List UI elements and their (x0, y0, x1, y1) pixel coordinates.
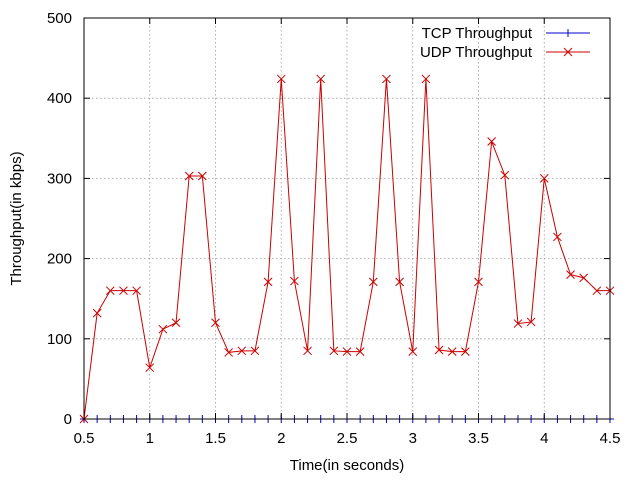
data-point-udp (382, 74, 391, 84)
x-tick-labels: 0.5 1 1.5 2 2.5 3 3.5 4 4.5 (74, 430, 621, 447)
data-point-udp (316, 74, 326, 84)
legend: TCP Throughput UDP Throughput (420, 25, 590, 61)
x-tick-label: 4.5 (600, 430, 621, 447)
y-tick-label: 500 (47, 10, 72, 27)
tick-marks (83, 17, 611, 420)
data-point-udp (290, 276, 299, 286)
data-point-udp (197, 171, 207, 181)
data-point-udp (237, 346, 247, 356)
data-point-udp (184, 171, 194, 181)
data-point-udp (460, 347, 470, 356)
x-tick-label: 1.5 (205, 430, 226, 447)
data-point-udp (395, 277, 404, 287)
x-tick-label: 3.5 (468, 430, 489, 447)
data-point-udp (158, 324, 168, 334)
y-tick-label: 200 (47, 251, 72, 268)
data-point-udp (526, 317, 536, 327)
data-point-udp (303, 346, 312, 356)
legend-marker-udp (563, 47, 573, 57)
data-point-udp (263, 277, 273, 287)
data-point-udp (119, 286, 128, 296)
data-point-udp (145, 363, 155, 373)
y-tick-label: 400 (47, 90, 72, 107)
data-point-udp (579, 273, 589, 283)
y-tick-label: 300 (47, 170, 72, 187)
data-point-udp (421, 74, 431, 84)
x-tick-label: 1 (146, 430, 154, 447)
y-tick-label: 0 (64, 411, 72, 428)
data-point-udp (224, 348, 234, 357)
data-point-udp (276, 74, 286, 84)
x-tick-label: 4 (540, 430, 548, 447)
x-tick-label: 2 (277, 430, 285, 447)
data-point-udp (105, 286, 115, 296)
data-point-udp (553, 232, 562, 242)
series-udp (79, 74, 615, 424)
data-point-udp (171, 318, 181, 328)
y-axis-label: Throughput(in kbps) (8, 151, 25, 285)
x-axis-label: Time(in seconds) (290, 457, 404, 474)
data-point-udp (566, 270, 575, 279)
grid-lines (84, 18, 610, 419)
data-point-udp (329, 346, 339, 356)
data-point-udp (513, 319, 523, 328)
data-point-udp (592, 286, 602, 296)
x-tick-label: 0.5 (74, 430, 95, 447)
data-point-udp (408, 347, 418, 356)
data-point-udp (487, 137, 497, 146)
y-tick-label: 100 (47, 331, 72, 348)
data-point-udp (355, 347, 365, 356)
y-tick-labels: 0 100 200 300 400 500 (47, 10, 72, 428)
legend-marker-tcp (564, 29, 572, 37)
data-point-udp (132, 286, 141, 296)
legend-label-udp: UDP Throughput (420, 44, 533, 61)
data-point-udp (342, 347, 352, 356)
data-point-udp (447, 347, 457, 356)
data-point-udp (368, 277, 378, 287)
data-point-udp (250, 346, 260, 356)
legend-marker-udp-stroke (563, 47, 573, 57)
data-point-udp (474, 277, 483, 287)
data-point-udp (500, 170, 510, 180)
series-line-udp (83, 78, 610, 420)
data-point-udp (539, 174, 549, 183)
legend-label-tcp: TCP Throughput (422, 25, 533, 42)
data-point-udp (92, 308, 102, 318)
x-tick-label: 3 (409, 430, 417, 447)
x-tick-label: 2.5 (337, 430, 358, 447)
data-point-udp (434, 345, 444, 355)
data-point-udp (211, 318, 220, 328)
